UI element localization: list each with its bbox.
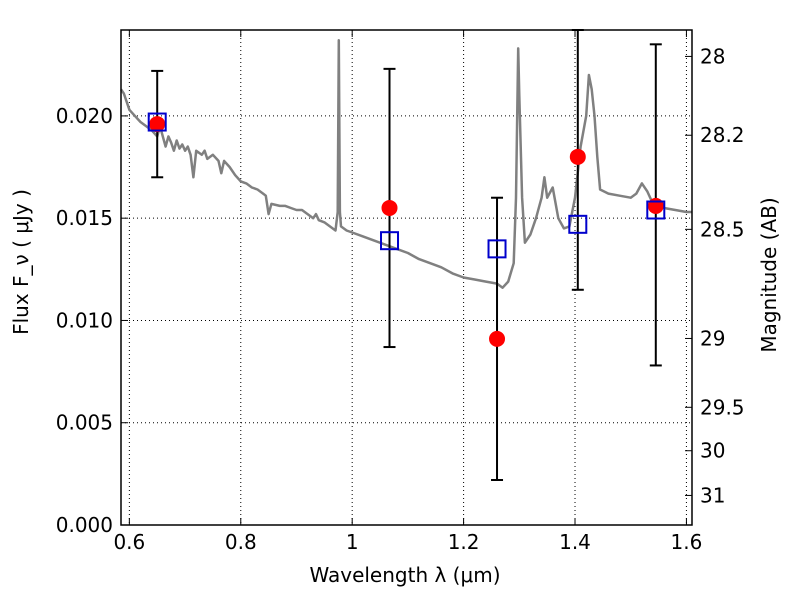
right-axis-title: Magnitude (AB) — [757, 197, 781, 352]
right-tick-label: 29 — [700, 326, 725, 350]
right-tick-label: 29.5 — [700, 395, 745, 419]
observed-point — [569, 148, 586, 165]
axes — [120, 29, 693, 526]
y-tick-label: 0.005 — [56, 411, 113, 435]
right-tick-label: 30 — [700, 439, 725, 463]
observed-point — [381, 199, 398, 216]
observed-point — [647, 197, 664, 214]
x-tick-label: 1.6 — [671, 530, 703, 554]
y-tick-label: 0.020 — [56, 104, 113, 128]
plot-area — [119, 29, 692, 481]
y-axis-title: Flux F_ν ( μJy ) — [9, 189, 33, 335]
x-axis-title: Wavelength λ (μm) — [309, 563, 500, 587]
y-tick-label: 0.000 — [56, 513, 113, 537]
right-tick-label: 28.2 — [700, 123, 745, 147]
model-point — [380, 231, 400, 251]
plot-frame — [120, 29, 693, 526]
x-tick-label: 1.2 — [448, 530, 480, 554]
x-tick-label: 0.6 — [113, 530, 145, 554]
right-tick-label: 28.5 — [700, 217, 745, 241]
model-point — [147, 112, 167, 132]
x-tick-label: 1.4 — [559, 530, 591, 554]
observed-point — [149, 116, 166, 133]
right-tick-label: 28 — [700, 44, 725, 68]
x-tick-label: 1 — [346, 530, 359, 554]
y-tick-label: 0.010 — [56, 308, 113, 332]
model-point — [568, 214, 588, 234]
right-tick-label: 31 — [700, 483, 725, 507]
model-point — [487, 239, 507, 259]
grid-lines — [121, 30, 692, 526]
x-tick-label: 0.8 — [225, 530, 257, 554]
model-point — [646, 200, 666, 220]
observed-point — [489, 330, 506, 347]
y-tick-label: 0.015 — [56, 206, 113, 230]
ticks: 0.6 0.8 1 1.2 1.4 1.6 0.000 0.005 0.010 0.015 0.02… — [56, 30, 745, 554]
spectrum-line — [119, 38, 692, 289]
